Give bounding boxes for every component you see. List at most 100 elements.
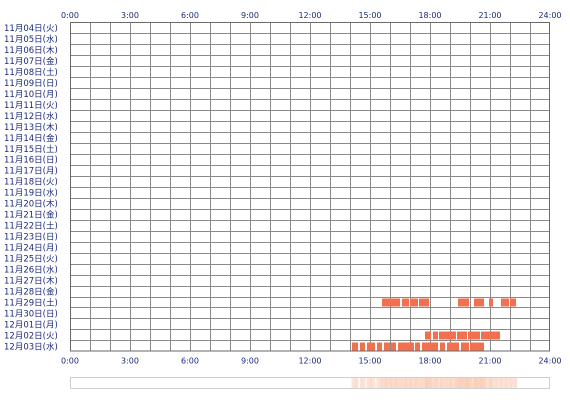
overview-density-mark bbox=[433, 378, 436, 388]
overview-density-mark bbox=[465, 378, 467, 388]
overview-density-mark bbox=[511, 378, 514, 388]
overview-density-mark bbox=[501, 378, 504, 388]
overview-density-mark bbox=[498, 378, 501, 388]
x-tick-label-top: 15:00 bbox=[358, 11, 381, 20]
row-date-label: 11月04日(火) bbox=[4, 24, 58, 34]
overview-density-mark bbox=[411, 378, 414, 388]
overview-density-mark bbox=[443, 378, 446, 388]
overview-density-mark bbox=[356, 378, 359, 388]
overview-density-mark bbox=[373, 378, 376, 388]
overview-density-mark bbox=[481, 378, 484, 388]
plot-frame bbox=[70, 22, 550, 352]
overview-density-mark bbox=[463, 378, 466, 388]
overview-density-mark bbox=[413, 378, 416, 388]
overview-density-mark bbox=[506, 378, 509, 388]
overview-density-mark bbox=[366, 378, 369, 388]
x-tick-label-bottom: 12:00 bbox=[298, 356, 321, 365]
overview-density-mark bbox=[503, 378, 506, 388]
overview-density-mark bbox=[431, 378, 434, 388]
overview-density-mark bbox=[426, 378, 429, 388]
x-tick-label-bottom: 6:00 bbox=[181, 356, 199, 365]
overview-density-mark bbox=[360, 378, 362, 388]
activity-bar bbox=[433, 331, 438, 340]
overview-density-mark bbox=[363, 378, 366, 388]
activity-bar bbox=[367, 342, 375, 351]
row-date-label: 11月25日(火) bbox=[4, 255, 58, 265]
x-tick-label-top: 12:00 bbox=[298, 11, 321, 20]
overview-density-mark bbox=[440, 378, 442, 388]
activity-bar bbox=[377, 342, 382, 351]
row-date-label: 11月20日(木) bbox=[4, 199, 58, 210]
row-date-label: 11月11日(火) bbox=[4, 101, 58, 111]
row-date-label: 11月14日(金) bbox=[4, 133, 58, 144]
activity-bar bbox=[489, 298, 493, 307]
row-date-label: 12月02日(火) bbox=[4, 331, 58, 341]
overview-density-mark bbox=[420, 378, 422, 388]
x-tick-label-bottom: 24:00 bbox=[538, 356, 561, 365]
overview-density-mark bbox=[380, 378, 382, 388]
overview-density-mark bbox=[448, 378, 451, 388]
overview-density-mark bbox=[496, 378, 499, 388]
row-date-label: 12月01日(月) bbox=[4, 320, 58, 330]
overview-density-mark bbox=[473, 378, 476, 388]
overview-density-mark bbox=[476, 378, 479, 388]
row-date-label: 11月30日(日) bbox=[4, 309, 58, 319]
x-tick-label-bottom: 18:00 bbox=[418, 356, 441, 365]
overview-density-mark bbox=[441, 378, 444, 388]
overview-density-mark bbox=[391, 378, 394, 388]
activity-bar bbox=[440, 342, 445, 351]
overview-density-mark bbox=[415, 378, 417, 388]
overview-density-mark bbox=[456, 378, 459, 388]
overview-density-mark bbox=[408, 378, 411, 388]
activity-bars bbox=[352, 298, 516, 351]
overview-density-mark bbox=[488, 378, 491, 388]
overview-density-mark bbox=[460, 378, 462, 388]
x-tick-label-bottom: 9:00 bbox=[241, 356, 259, 365]
row-date-label: 11月18日(火) bbox=[4, 178, 58, 188]
overview-density-mark bbox=[395, 378, 397, 388]
row-date-label: 12月03日(水) bbox=[4, 341, 58, 352]
overview-density-mark bbox=[491, 378, 494, 388]
overview-density-mark bbox=[490, 378, 492, 388]
overview-density-mark bbox=[453, 378, 456, 388]
overview-density-mark bbox=[416, 378, 419, 388]
activity-bar bbox=[461, 342, 469, 351]
overview-density-mark bbox=[478, 378, 481, 388]
overview-density-mark bbox=[351, 378, 354, 388]
overview-density-mark bbox=[471, 378, 474, 388]
overview-density-mark bbox=[435, 378, 437, 388]
overview-density-mark bbox=[486, 378, 489, 388]
overview-density-mark bbox=[390, 378, 392, 388]
row-date-label: 11月29日(土) bbox=[4, 297, 58, 308]
activity-bar bbox=[439, 331, 456, 340]
overview-strip bbox=[70, 377, 550, 389]
row-date-label: 11月23日(日) bbox=[4, 233, 58, 243]
row-date-label: 11月05日(水) bbox=[4, 34, 58, 45]
overview-density-mark bbox=[406, 378, 409, 388]
overview-density-mark bbox=[353, 378, 356, 388]
activity-bar bbox=[410, 298, 418, 307]
row-date-label: 11月06日(木) bbox=[4, 45, 58, 56]
overview-density-mark bbox=[495, 378, 497, 388]
overview-density-mark bbox=[400, 378, 402, 388]
x-tick-label-top: 24:00 bbox=[538, 11, 561, 20]
activity-bar bbox=[458, 298, 469, 307]
row-date-label: 11月13日(木) bbox=[4, 122, 58, 133]
overview-density-mark bbox=[485, 378, 487, 388]
activity-bar bbox=[468, 331, 480, 340]
x-tick-label-top: 9:00 bbox=[241, 11, 259, 20]
overview-density-mark bbox=[505, 378, 507, 388]
row-date-label: 11月08日(土) bbox=[4, 67, 58, 78]
overview-density-mark bbox=[403, 378, 406, 388]
overview-density-mark bbox=[371, 378, 374, 388]
x-tick-label-top: 21:00 bbox=[478, 11, 501, 20]
overview-density-mark bbox=[475, 378, 477, 388]
overview-density-mark bbox=[508, 378, 511, 388]
overview-density-mark bbox=[401, 378, 404, 388]
row-date-label: 11月16日(日) bbox=[4, 156, 58, 166]
overview-density-mark bbox=[470, 378, 472, 388]
overview-density-mark bbox=[483, 378, 486, 388]
x-tick-label-bottom: 3:00 bbox=[121, 356, 139, 365]
activity-bar bbox=[415, 342, 420, 351]
